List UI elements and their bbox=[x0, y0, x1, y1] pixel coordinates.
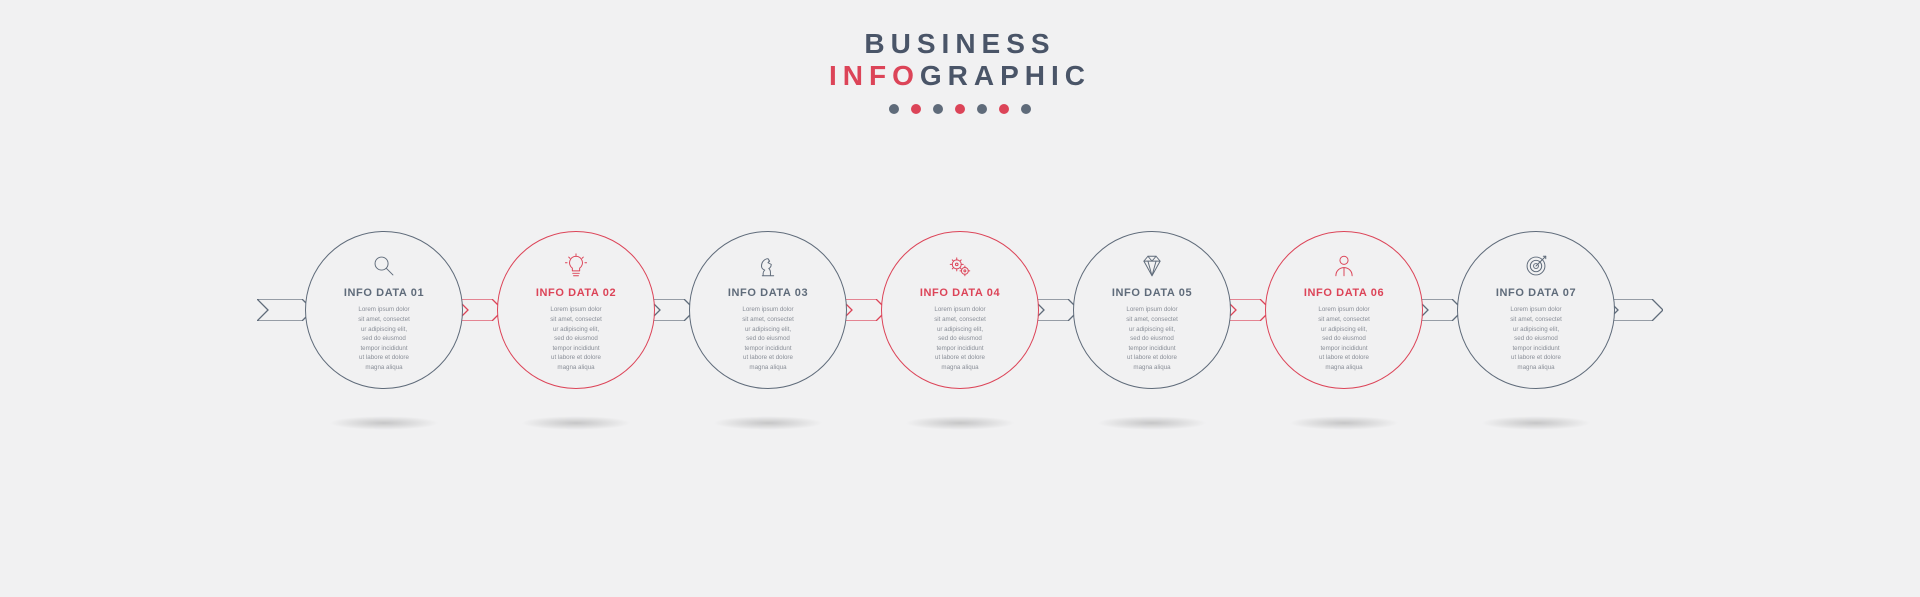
step-circle-5: INFO DATA 05 Lorem ipsum dolor sit amet, … bbox=[1073, 231, 1231, 389]
title-line1: BUSINESS bbox=[0, 28, 1920, 60]
step-body-6: Lorem ipsum dolor sit amet, consectet ur… bbox=[1318, 305, 1370, 372]
step-shadow-3 bbox=[713, 416, 823, 430]
title-accent: INFO bbox=[829, 60, 920, 91]
step-shadow-6 bbox=[1289, 416, 1399, 430]
step-circle-2: INFO DATA 02 Lorem ipsum dolor sit amet, … bbox=[497, 231, 655, 389]
header-dot-6 bbox=[999, 104, 1009, 114]
step-title-5: INFO DATA 05 bbox=[1112, 287, 1192, 299]
step-title-7: INFO DATA 07 bbox=[1496, 287, 1576, 299]
step-shadow-4 bbox=[905, 416, 1015, 430]
step-shadow-7 bbox=[1481, 416, 1591, 430]
person-icon bbox=[1331, 251, 1357, 281]
step-title-6: INFO DATA 06 bbox=[1304, 287, 1384, 299]
header-dot-4 bbox=[955, 104, 965, 114]
header-dot-5 bbox=[977, 104, 987, 114]
step-title-3: INFO DATA 03 bbox=[728, 287, 808, 299]
bulb-icon bbox=[563, 251, 589, 281]
step-shadow-2 bbox=[521, 416, 631, 430]
diamond-icon bbox=[1139, 251, 1165, 281]
step-shadow-5 bbox=[1097, 416, 1207, 430]
step-circle-3: INFO DATA 03 Lorem ipsum dolor sit amet, … bbox=[689, 231, 847, 389]
step-title-4: INFO DATA 04 bbox=[920, 287, 1000, 299]
step-body-5: Lorem ipsum dolor sit amet, consectet ur… bbox=[1126, 305, 1178, 372]
step-title-1: INFO DATA 01 bbox=[344, 287, 424, 299]
gears-icon bbox=[947, 251, 973, 281]
step-body-2: Lorem ipsum dolor sit amet, consectet ur… bbox=[550, 305, 602, 372]
header-dot-2 bbox=[911, 104, 921, 114]
title-line2: INFOGRAPHIC bbox=[0, 60, 1920, 92]
target-icon bbox=[1523, 251, 1549, 281]
step-body-3: Lorem ipsum dolor sit amet, consectet ur… bbox=[742, 305, 794, 372]
header-dots bbox=[0, 104, 1920, 114]
header: BUSINESS INFOGRAPHIC bbox=[0, 0, 1920, 114]
knight-icon bbox=[755, 251, 781, 281]
step-body-1: Lorem ipsum dolor sit amet, consectet ur… bbox=[358, 305, 410, 372]
header-dot-1 bbox=[889, 104, 899, 114]
arrow-connector-7 bbox=[1607, 299, 1663, 321]
step-circle-4: INFO DATA 04 Lorem ipsum dolor sit amet, … bbox=[881, 231, 1039, 389]
step-title-2: INFO DATA 02 bbox=[536, 287, 616, 299]
header-dot-7 bbox=[1021, 104, 1031, 114]
step-body-4: Lorem ipsum dolor sit amet, consectet ur… bbox=[934, 305, 986, 372]
step-shadow-1 bbox=[329, 416, 439, 430]
step-circle-6: INFO DATA 06 Lorem ipsum dolor sit amet, … bbox=[1265, 231, 1423, 389]
timeline: INFO DATA 01 Lorem ipsum dolor sit amet, … bbox=[0, 200, 1920, 420]
step-circle-7: INFO DATA 07 Lorem ipsum dolor sit amet, … bbox=[1457, 231, 1615, 389]
title-rest: GRAPHIC bbox=[920, 60, 1091, 91]
header-dot-3 bbox=[933, 104, 943, 114]
search-icon bbox=[371, 251, 397, 281]
step-circle-1: INFO DATA 01 Lorem ipsum dolor sit amet, … bbox=[305, 231, 463, 389]
step-body-7: Lorem ipsum dolor sit amet, consectet ur… bbox=[1510, 305, 1562, 372]
